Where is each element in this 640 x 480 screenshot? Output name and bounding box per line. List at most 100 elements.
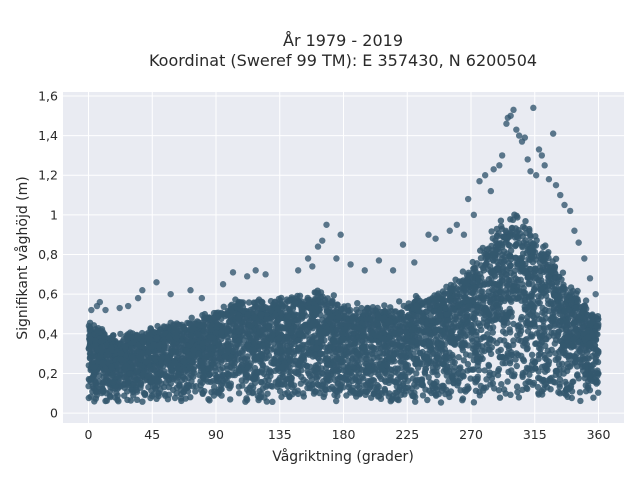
data-point [318, 382, 326, 389]
data-point [525, 378, 532, 385]
data-point [590, 394, 597, 401]
data-point [514, 276, 522, 283]
data-point [192, 383, 200, 390]
data-point [450, 380, 457, 387]
data-point [439, 382, 446, 389]
data-point [165, 334, 172, 341]
data-point [317, 311, 324, 319]
data-point [419, 392, 427, 399]
data-point [369, 322, 376, 330]
data-point [478, 326, 485, 334]
data-point [470, 343, 477, 350]
data-point [321, 390, 328, 398]
data-point [242, 377, 249, 384]
data-point [451, 313, 459, 320]
data-point [457, 364, 464, 371]
data-point [300, 333, 307, 340]
data-point [477, 255, 485, 262]
data-point [217, 366, 224, 373]
data-point [238, 300, 246, 307]
data-point [94, 327, 101, 334]
data-point [269, 328, 276, 336]
data-point [492, 255, 499, 262]
data-point [128, 345, 135, 352]
data-point [290, 351, 298, 358]
data-point [188, 327, 195, 334]
data-point [291, 358, 299, 365]
data-point [486, 280, 493, 287]
data-point [573, 304, 580, 311]
data-point [509, 216, 517, 223]
data-point [323, 307, 331, 314]
data-point [408, 385, 415, 392]
data-point [413, 370, 420, 377]
data-point [517, 324, 524, 331]
data-point [492, 280, 499, 288]
data-point [381, 302, 388, 309]
data-point [497, 288, 504, 295]
data-point [461, 386, 468, 394]
data-point [564, 367, 571, 375]
data-point [297, 380, 304, 387]
data-point [129, 354, 136, 361]
data-point [463, 289, 470, 296]
data-point [536, 267, 544, 275]
data-point [459, 397, 466, 404]
data-point [564, 393, 571, 400]
data-point [550, 378, 557, 386]
data-point [556, 310, 563, 318]
data-point [244, 386, 251, 393]
data-point [347, 306, 354, 314]
data-point [501, 253, 508, 260]
data-point [476, 282, 484, 289]
data-point [284, 362, 292, 370]
data-point [511, 234, 519, 241]
data-point [228, 301, 235, 308]
data-point [499, 360, 506, 367]
data-point [439, 347, 446, 354]
data-point [595, 315, 602, 323]
data-point [330, 292, 337, 299]
data-point [333, 319, 340, 326]
data-point [422, 301, 429, 309]
data-point [376, 349, 383, 357]
data-point [348, 350, 356, 358]
data-point [465, 269, 472, 276]
data-point [528, 351, 536, 358]
data-point [342, 367, 349, 375]
data-point [334, 392, 341, 399]
data-point [397, 374, 404, 381]
data-point [184, 388, 192, 395]
data-point [546, 350, 553, 358]
data-point [522, 218, 529, 225]
data-point [488, 305, 496, 312]
data-point [314, 339, 321, 346]
data-point [529, 366, 536, 373]
data-point [392, 368, 399, 375]
data-point [148, 392, 156, 400]
data-point [311, 352, 319, 360]
data-point [535, 351, 542, 359]
data-point [199, 331, 207, 339]
data-point [298, 305, 306, 312]
data-point [278, 393, 285, 401]
data-point [288, 328, 296, 335]
data-point [508, 351, 516, 359]
data-point [532, 233, 539, 240]
data-point [181, 325, 188, 333]
data-point [195, 350, 202, 357]
data-point [534, 300, 541, 307]
data-point [340, 358, 347, 365]
data-point [472, 387, 480, 394]
data-point [281, 324, 288, 331]
data-point [575, 319, 583, 326]
data-point [587, 376, 594, 383]
data-point [420, 340, 427, 347]
data-point [499, 328, 507, 335]
data-point [422, 386, 429, 393]
data-point [244, 364, 252, 371]
data-point [459, 268, 467, 275]
data-point [446, 295, 454, 302]
data-point [408, 367, 415, 374]
data-point [133, 368, 141, 375]
